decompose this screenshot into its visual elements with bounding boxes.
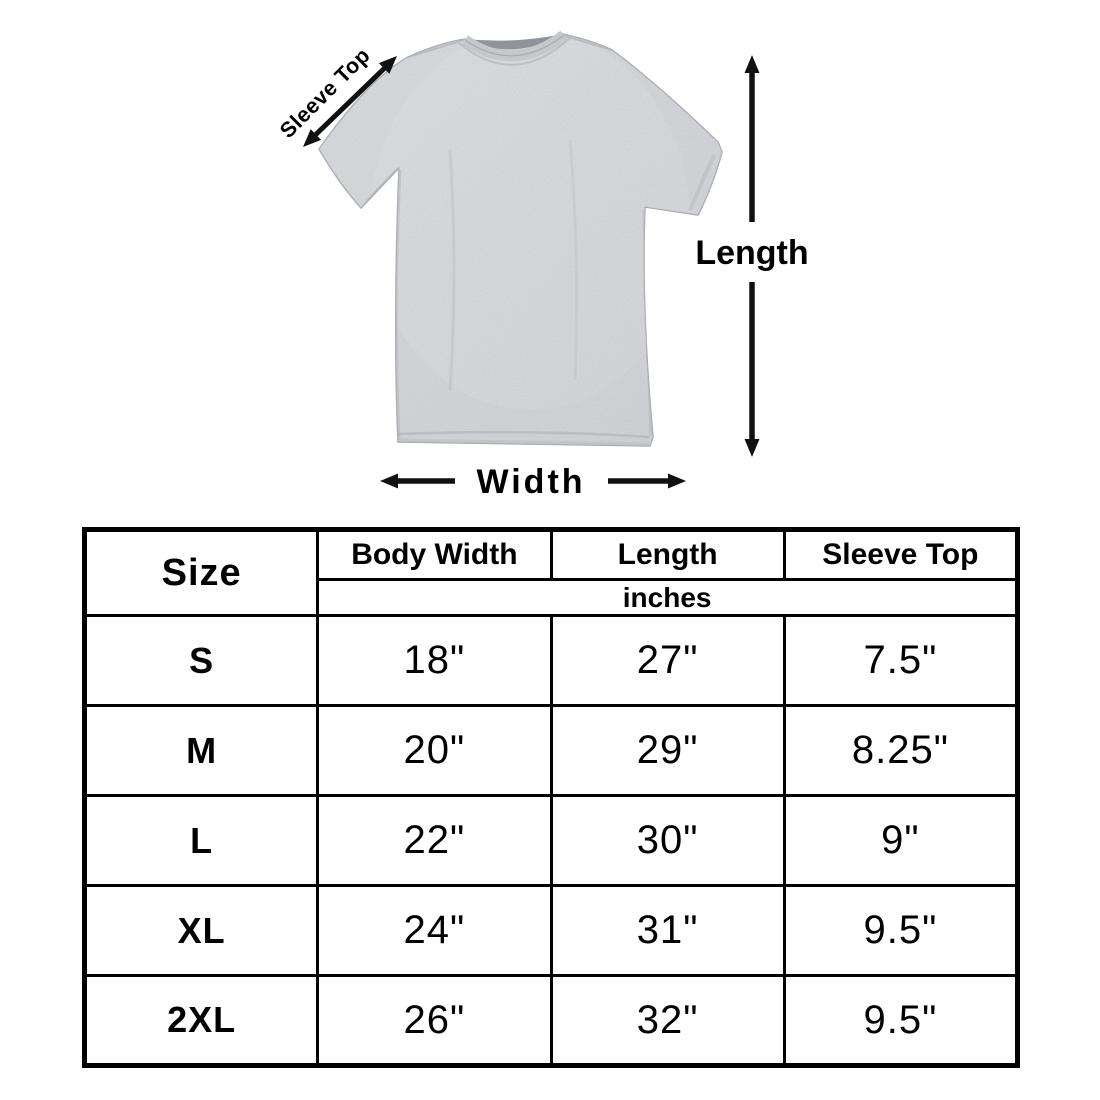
length-value: 30" [549,794,786,887]
table-header-row: Size Body Width Length Sleeve Top [82,528,1020,617]
length-column-header: Length [549,528,786,581]
body-width-value: 22" [316,794,553,887]
width-label: Width [476,463,585,501]
body-width-value: 18" [316,614,553,707]
body-width-value: 20" [316,704,553,797]
sleeve-top-value: 8.25" [782,704,1020,797]
width-arrow-left [380,473,455,489]
length-value: 32" [549,974,786,1067]
body-width-column-header: Body Width [316,528,553,581]
tshirt-image [318,30,723,447]
size-label: XL [82,884,320,977]
table-row-xl: XL 24" 31" 9.5" [82,884,1020,977]
unit-row: inches [85,578,1019,617]
table-row-s: S 18" 27" 7.5" [82,614,1020,707]
body-width-value: 24" [316,884,553,977]
sleeve-top-value: 9.5" [782,974,1020,1067]
table-row-l: L 22" 30" 9" [82,794,1020,887]
size-chart-table: Size Body Width Length Sleeve Top inches… [82,527,1020,1068]
width-arrow-right [608,473,686,489]
sleeve-top-arrow [303,56,397,147]
size-label: L [82,794,320,887]
tshirt-collar [458,30,571,66]
size-label: M [82,704,320,797]
sleeve-top-value: 9" [782,794,1020,887]
size-label: 2XL [82,974,320,1067]
sleeve-top-column-header: Sleeve Top [782,528,1020,581]
sleeve-top-value: 7.5" [782,614,1020,707]
length-value: 31" [549,884,786,977]
length-value: 27" [549,614,786,707]
size-label: S [82,614,320,707]
length-value: 29" [549,704,786,797]
size-column-header: Size [82,528,320,617]
length-arrow [744,55,760,457]
table-row-m: M 20" 29" 8.25" [82,704,1020,797]
body-width-value: 26" [316,974,553,1067]
tshirt-measurement-diagram: Sleeve Top Length Width [275,30,809,501]
table-row-2xl: 2XL 26" 32" 9.5" [82,974,1020,1067]
sleeve-top-value: 9.5" [782,884,1020,977]
unit-label: inches [316,578,1019,617]
length-label: Length [695,234,808,272]
